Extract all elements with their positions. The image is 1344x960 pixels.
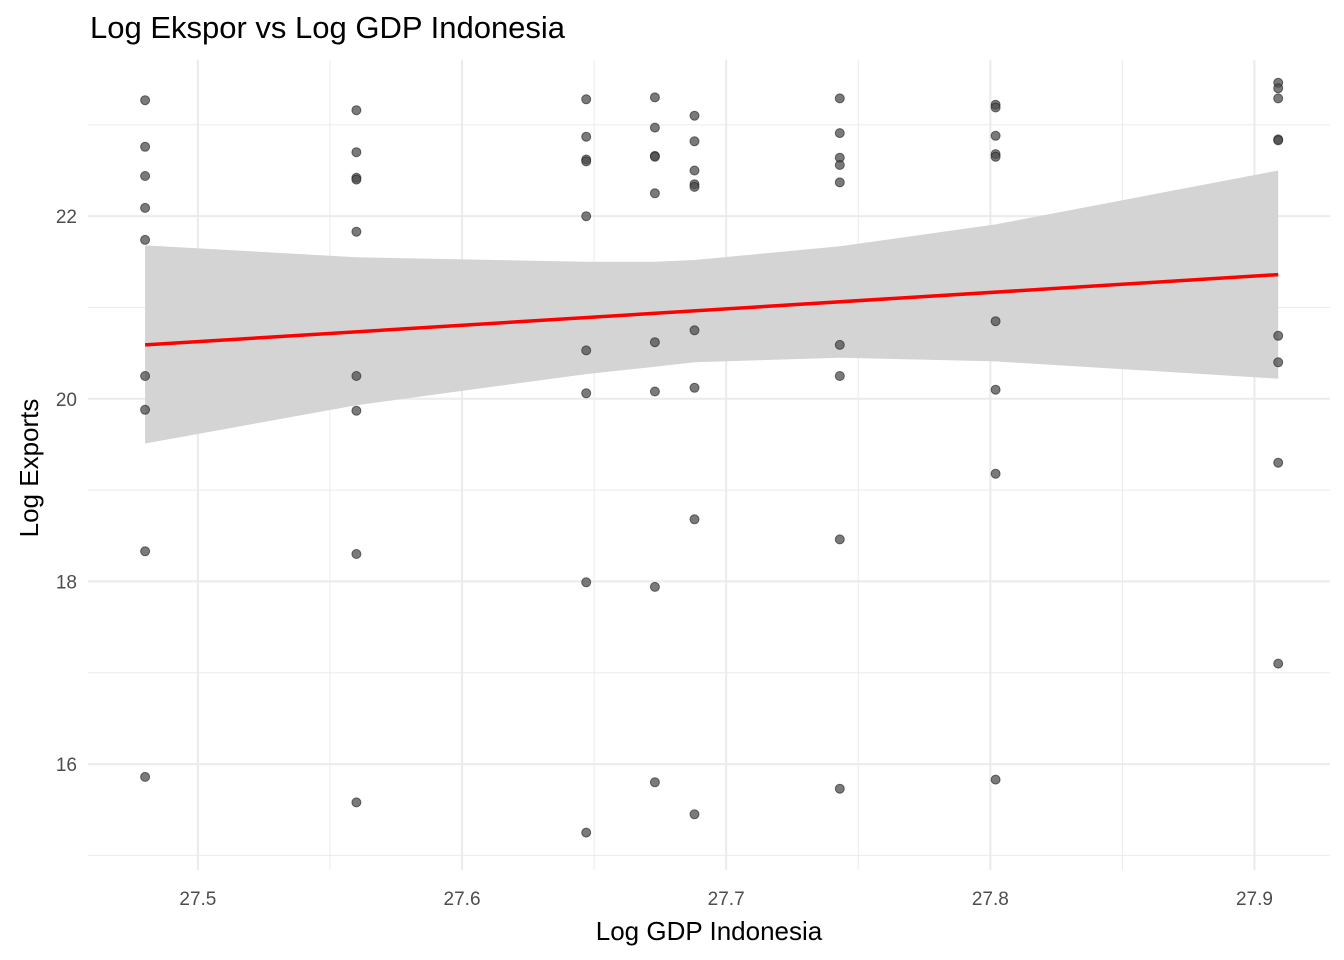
- x-axis-title: Log GDP Indonesia: [596, 916, 823, 946]
- data-point: [351, 371, 362, 381]
- y-tick-label: 20: [56, 390, 77, 411]
- data-point: [351, 226, 362, 237]
- data-points: [140, 77, 1284, 838]
- data-point: [1273, 135, 1284, 146]
- x-tick-label: 27.5: [179, 889, 216, 910]
- data-point: [689, 165, 700, 176]
- data-point: [990, 774, 1001, 785]
- y-tick-label: 16: [56, 755, 77, 776]
- data-point: [140, 141, 151, 152]
- y-axis-title: Log Exports: [14, 399, 44, 538]
- data-point: [689, 809, 700, 820]
- data-point: [1273, 93, 1284, 104]
- data-point: [1273, 658, 1284, 669]
- chart-title: Log Ekspor vs Log GDP Indonesia: [90, 10, 566, 45]
- data-point: [689, 514, 700, 525]
- minor-gridlines: [88, 60, 1330, 870]
- data-point: [990, 316, 1001, 327]
- data-point: [649, 188, 660, 199]
- x-tick-label: 27.9: [1236, 889, 1273, 910]
- data-point: [351, 405, 362, 416]
- data-point: [140, 202, 151, 213]
- data-point: [581, 827, 592, 838]
- data-point: [834, 534, 845, 545]
- data-point: [1273, 457, 1284, 468]
- data-point: [649, 386, 660, 397]
- data-point: [581, 131, 592, 142]
- data-point: [649, 122, 660, 133]
- data-point: [581, 156, 592, 167]
- data-point: [649, 337, 660, 348]
- data-point: [140, 171, 151, 181]
- y-tick-label: 22: [56, 207, 77, 228]
- x-tick-label: 27.7: [708, 889, 745, 910]
- data-point: [581, 94, 592, 105]
- data-point: [990, 384, 1001, 395]
- data-point: [834, 371, 845, 381]
- data-point: [649, 92, 660, 103]
- x-axis-ticks: 27.5 27.6 27.7 27.8 27.9: [179, 889, 1273, 910]
- data-point: [649, 151, 660, 162]
- data-point: [689, 382, 700, 393]
- data-point: [351, 105, 362, 116]
- data-point: [990, 130, 1001, 141]
- data-point: [351, 797, 362, 808]
- regression-line: [144, 272, 1279, 347]
- data-point: [990, 151, 1001, 162]
- data-point: [581, 577, 592, 588]
- data-point: [689, 136, 700, 147]
- data-point: [834, 783, 845, 794]
- data-point: [689, 325, 700, 336]
- y-tick-label: 18: [56, 572, 77, 593]
- data-point: [1273, 83, 1284, 94]
- data-point: [581, 211, 592, 222]
- x-tick-label: 27.8: [972, 889, 1009, 910]
- data-point: [351, 147, 362, 158]
- data-point: [689, 110, 700, 121]
- y-axis-ticks: 16 18 20 22: [56, 207, 77, 776]
- data-point: [649, 777, 660, 788]
- data-point: [990, 102, 1001, 113]
- data-point: [140, 95, 151, 106]
- data-point: [834, 177, 845, 188]
- data-point: [351, 549, 362, 559]
- data-point: [834, 128, 845, 139]
- data-point: [140, 546, 151, 557]
- confidence-band: [145, 170, 1279, 444]
- data-point: [689, 181, 700, 192]
- data-point: [1273, 357, 1284, 368]
- x-tick-label: 27.6: [444, 889, 481, 910]
- data-point: [140, 771, 151, 782]
- data-point: [581, 388, 592, 399]
- data-point: [1273, 330, 1284, 341]
- data-point: [649, 581, 660, 592]
- data-point: [990, 468, 1001, 479]
- data-point: [140, 371, 151, 381]
- major-gridlines: [88, 60, 1330, 870]
- data-point: [140, 234, 151, 245]
- data-point: [351, 174, 362, 185]
- data-point: [834, 160, 845, 170]
- data-point: [834, 93, 845, 104]
- data-point: [581, 345, 592, 356]
- data-point: [834, 339, 845, 350]
- data-point: [140, 404, 151, 415]
